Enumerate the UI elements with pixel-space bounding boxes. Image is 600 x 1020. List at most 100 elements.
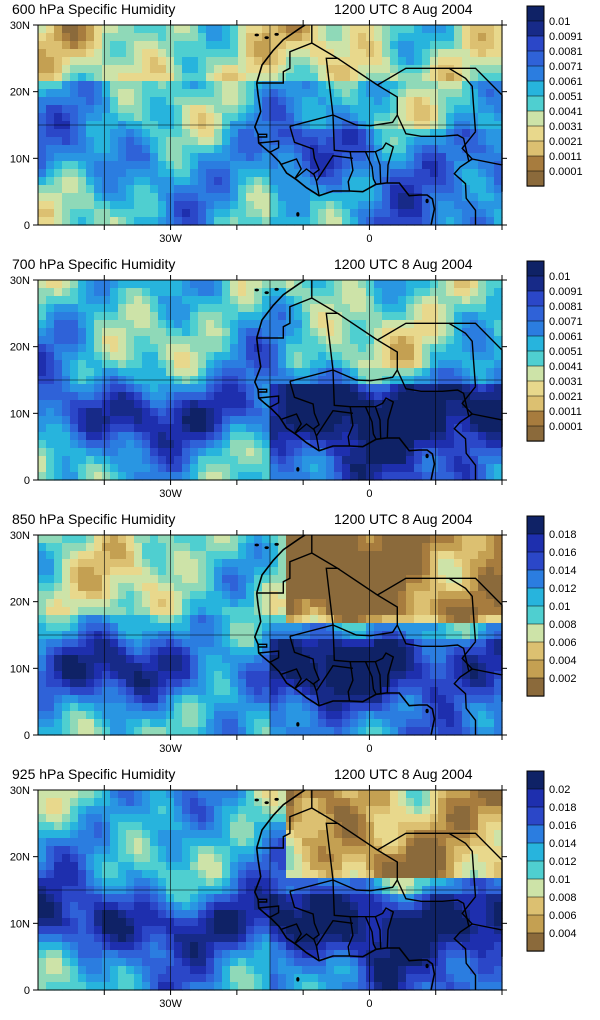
field-cell [38, 790, 47, 799]
field-cell [334, 288, 343, 297]
field-cell [158, 49, 167, 58]
field-cell [286, 280, 295, 289]
field-cell [62, 57, 71, 66]
field-cell [126, 894, 135, 903]
field-cell [254, 535, 263, 544]
field-cell [390, 615, 399, 624]
field-cell [150, 926, 159, 935]
field-cell [414, 25, 423, 34]
field-cell [494, 368, 503, 377]
field-cell [366, 464, 375, 473]
field-cell [206, 344, 215, 353]
field-cell [278, 551, 287, 560]
field-cell [486, 352, 495, 361]
field-cell [246, 137, 255, 146]
field-cell [302, 280, 311, 289]
field-cell [78, 798, 87, 807]
field-cell [270, 575, 279, 584]
field-cell [222, 432, 231, 441]
field-cell [326, 25, 335, 34]
field-cell [366, 201, 375, 210]
field-cell [262, 448, 271, 457]
field-cell [214, 440, 223, 449]
field-cell [430, 703, 439, 712]
field-cell [254, 400, 263, 409]
field-cell [94, 902, 103, 911]
field-cell [278, 575, 287, 584]
field-cell [382, 344, 391, 353]
field-cell [494, 312, 503, 321]
field-cell [262, 583, 271, 592]
field-cell [62, 838, 71, 847]
field-cell [110, 185, 119, 194]
field-cell [294, 217, 303, 226]
field-cell [150, 440, 159, 449]
field-cell [118, 352, 127, 361]
field-cell [222, 464, 231, 473]
field-cell [46, 169, 55, 178]
field-cell [118, 185, 127, 194]
field-cell [142, 671, 151, 680]
field-cell [358, 535, 367, 544]
field-cell [470, 663, 479, 672]
field-cell [302, 464, 311, 473]
field-cell [478, 663, 487, 672]
field-cell [262, 169, 271, 178]
field-cell [134, 639, 143, 648]
field-cell [494, 655, 503, 664]
field-cell [318, 169, 327, 178]
field-cell [182, 352, 191, 361]
field-cell [46, 57, 55, 66]
field-cell [422, 280, 431, 289]
field-cell [342, 312, 351, 321]
field-cell [414, 583, 423, 592]
colorbar-swatch [526, 305, 545, 322]
field-cell [270, 41, 279, 50]
field-cell [366, 559, 375, 568]
field-cell [318, 679, 327, 688]
field-cell [326, 679, 335, 688]
field-cell [118, 806, 127, 815]
field-cell [150, 790, 159, 799]
field-cell [262, 695, 271, 704]
field-cell [174, 33, 183, 42]
field-cell [238, 304, 247, 313]
field-cell [110, 575, 119, 584]
field-cell [94, 177, 103, 186]
field-cell [494, 607, 503, 616]
field-cell [230, 169, 239, 178]
colorbar-tick-label: 0.0091 [549, 31, 583, 43]
field-cell [230, 400, 239, 409]
field-cell [326, 583, 335, 592]
field-cell [38, 57, 47, 66]
field-cell [206, 336, 215, 345]
field-cell [222, 727, 231, 736]
field-cell [222, 384, 231, 393]
field-cell [118, 551, 127, 560]
field-cell [310, 719, 319, 728]
panel-title: 700 hPa Specific Humidity [12, 256, 176, 272]
field-cell [110, 41, 119, 50]
field-cell [350, 129, 359, 138]
field-cell [302, 727, 311, 736]
field-cell [438, 65, 447, 74]
field-cell [62, 671, 71, 680]
field-cell [174, 615, 183, 624]
field-cell [454, 193, 463, 202]
field-cell [150, 320, 159, 329]
field-cell [54, 169, 63, 178]
panel-time: 1200 UTC 8 Aug 2004 [334, 1, 473, 17]
field-cell [398, 639, 407, 648]
field-cell [350, 695, 359, 704]
field-cell [214, 400, 223, 409]
field-cell [134, 73, 143, 82]
field-cell [366, 663, 375, 672]
field-cell [206, 392, 215, 401]
field-cell [94, 368, 103, 377]
field-cell [214, 432, 223, 441]
field-cell [174, 671, 183, 680]
field-cell [286, 623, 295, 632]
field-cell [334, 679, 343, 688]
field-cell [62, 408, 71, 417]
field-cell [142, 982, 151, 991]
